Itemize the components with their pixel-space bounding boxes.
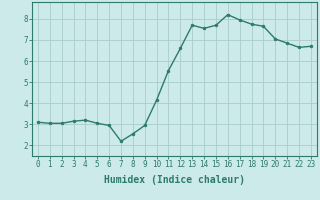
X-axis label: Humidex (Indice chaleur): Humidex (Indice chaleur) (104, 175, 245, 185)
